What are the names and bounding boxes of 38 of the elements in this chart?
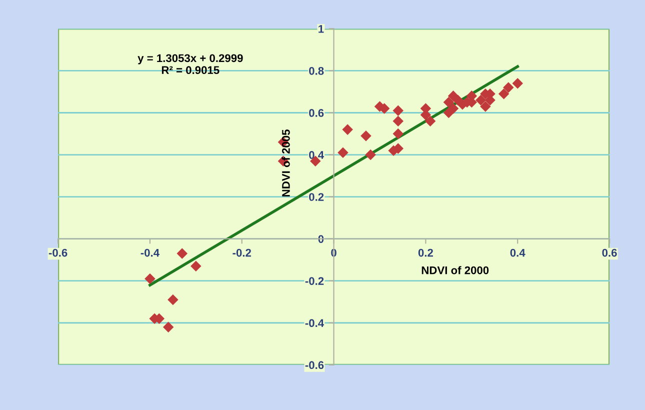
x-axis-title: NDVI of 2000 bbox=[422, 266, 489, 274]
y-tick-label: -0.4 bbox=[305, 319, 324, 328]
y-axis-title: NDVI of 2005 bbox=[282, 130, 290, 196]
y-tick-label: 1 bbox=[318, 25, 324, 33]
point bbox=[392, 105, 404, 116]
x-tick-label: 0.6 bbox=[602, 248, 617, 257]
point bbox=[448, 103, 459, 114]
point bbox=[512, 78, 523, 89]
y-tick-label: 0.6 bbox=[309, 109, 324, 117]
point bbox=[190, 260, 202, 272]
x-tick-label: -0.4 bbox=[140, 248, 160, 257]
x-tick-label: -0.6 bbox=[48, 248, 68, 257]
point bbox=[424, 116, 436, 127]
point bbox=[365, 149, 376, 160]
point bbox=[176, 248, 188, 259]
point bbox=[475, 94, 486, 106]
y-tick-label: 0.8 bbox=[309, 66, 324, 75]
annotation: y = 1.3053x + 0.2999 bbox=[138, 54, 243, 64]
point bbox=[480, 101, 491, 112]
point bbox=[168, 294, 178, 306]
x-tick-label: -0.2 bbox=[232, 248, 252, 257]
point bbox=[360, 130, 372, 142]
point bbox=[342, 124, 353, 135]
point bbox=[392, 128, 404, 140]
point bbox=[498, 88, 510, 100]
point bbox=[443, 96, 454, 108]
point bbox=[144, 273, 156, 284]
x-tick-label: 0.2 bbox=[418, 248, 433, 257]
x-tick-label: 0.4 bbox=[510, 248, 526, 257]
y-tick-label: 0.2 bbox=[309, 193, 324, 201]
annotation: R² = 0.9015 bbox=[162, 66, 220, 74]
point bbox=[503, 82, 514, 93]
y-tick-label: -0.2 bbox=[305, 277, 324, 285]
point bbox=[392, 116, 404, 127]
point bbox=[338, 147, 348, 158]
point bbox=[162, 322, 174, 332]
y-tick-label: -0.6 bbox=[305, 361, 324, 370]
x-tick-label: 0 bbox=[331, 248, 336, 257]
